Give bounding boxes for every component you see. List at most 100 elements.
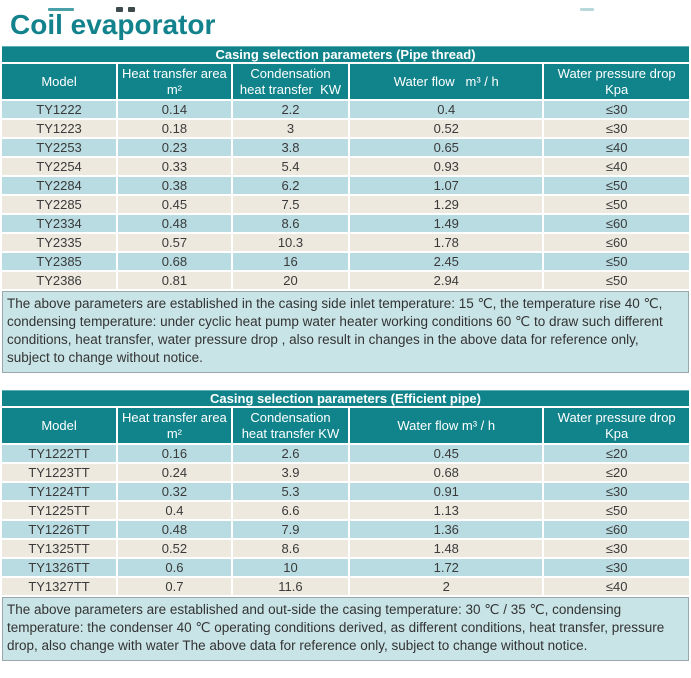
cell: ≤30 — [544, 120, 689, 137]
cell: ≤40 — [544, 578, 689, 595]
table-body-efficient-pipe: TY1222TT 0.16 2.6 0.45 ≤20 TY1223TT 0.24 3.9 0.6… — [2, 445, 689, 595]
table-row: TY1327TT 0.7 11.6 2 ≤40 — [2, 578, 689, 595]
cell: TY2284 — [2, 177, 117, 194]
column-header-water-flow: Water flow m³ / h — [350, 64, 543, 99]
cell: 0.6 — [118, 559, 231, 576]
cell: TY2335 — [2, 234, 117, 251]
cell: 0.23 — [118, 139, 231, 156]
table-caption-efficient-pipe: Casing selection parameters (Efficient p… — [2, 390, 689, 406]
cell: 0.4 — [118, 502, 231, 519]
cell: TY2334 — [2, 215, 117, 232]
cell: 3.8 — [232, 139, 349, 156]
cell: 7.9 — [232, 521, 349, 538]
table-row: TY1223 0.18 3 0.52 ≤30 — [2, 120, 689, 137]
cell: 0.65 — [350, 139, 543, 156]
cell: 1.36 — [350, 521, 543, 538]
note-pipe-thread: The above parameters are established in … — [2, 291, 689, 373]
cell: 0.7 — [118, 578, 231, 595]
cell: TY1222 — [2, 101, 117, 118]
cell: 0.91 — [350, 483, 543, 500]
section-gap — [0, 373, 691, 388]
cell: ≤50 — [544, 253, 689, 270]
column-header-condensation: Condensation heat transfer KW — [232, 64, 349, 99]
cell: 0.16 — [118, 445, 231, 462]
table-row: TY2334 0.48 8.6 1.49 ≤60 — [2, 215, 689, 232]
table-body-pipe-thread: TY1222 0.14 2.2 0.4 ≤30 TY1223 0.18 3 0.52 ≤30 TY2… — [2, 101, 689, 289]
cell: ≤40 — [544, 158, 689, 175]
cell: 1.72 — [350, 559, 543, 576]
cell: ≤60 — [544, 234, 689, 251]
table-row: TY1226TT 0.48 7.9 1.36 ≤60 — [2, 521, 689, 538]
cell: 3 — [232, 120, 349, 137]
cell: 5.3 — [232, 483, 349, 500]
crop-artifact — [116, 7, 123, 12]
cell: 2.6 — [232, 445, 349, 462]
cell: 6.6 — [232, 502, 349, 519]
cell: 2 — [350, 578, 543, 595]
cell: 0.48 — [118, 521, 231, 538]
cell: 0.68 — [118, 253, 231, 270]
cell: ≤30 — [544, 483, 689, 500]
cell: TY1224TT — [2, 483, 117, 500]
cell: ≤50 — [544, 502, 689, 519]
cell: TY1223 — [2, 120, 117, 137]
cell: ≤40 — [544, 139, 689, 156]
cell: TY2386 — [2, 272, 117, 289]
column-header-heat-transfer-area: Heat transfer area m² — [118, 64, 231, 99]
cell: ≤20 — [544, 464, 689, 481]
table-row: TY1222 0.14 2.2 0.4 ≤30 — [2, 101, 689, 118]
cell: 0.57 — [118, 234, 231, 251]
cell: 2.45 — [350, 253, 543, 270]
cell: 5.4 — [232, 158, 349, 175]
cell: ≤50 — [544, 196, 689, 213]
cell: ≤50 — [544, 272, 689, 289]
cell: TY2285 — [2, 196, 117, 213]
cell: 1.29 — [350, 196, 543, 213]
cell: 1.48 — [350, 540, 543, 557]
cell: 1.49 — [350, 215, 543, 232]
table-row: TY2284 0.38 6.2 1.07 ≤50 — [2, 177, 689, 194]
cell: TY2254 — [2, 158, 117, 175]
page-title: Coil evaporator — [10, 9, 216, 40]
column-header-model: Model — [2, 64, 117, 99]
cell: ≤30 — [544, 540, 689, 557]
table-row: TY2254 0.33 5.4 0.93 ≤40 — [2, 158, 689, 175]
cell: 0.32 — [118, 483, 231, 500]
table-casing-efficient-pipe: Casing selection parameters (Efficient p… — [0, 388, 691, 597]
table-row: TY2285 0.45 7.5 1.29 ≤50 — [2, 196, 689, 213]
table-row: TY1225TT 0.4 6.6 1.13 ≤50 — [2, 502, 689, 519]
cell: 0.18 — [118, 120, 231, 137]
cell: 0.45 — [118, 196, 231, 213]
cell: TY1226TT — [2, 521, 117, 538]
cell: 0.14 — [118, 101, 231, 118]
cell: 10.3 — [232, 234, 349, 251]
table-row: TY2335 0.57 10.3 1.78 ≤60 — [2, 234, 689, 251]
table-row: TY1223TT 0.24 3.9 0.68 ≤20 — [2, 464, 689, 481]
cell: 11.6 — [232, 578, 349, 595]
cell: ≤60 — [544, 521, 689, 538]
cell: 2.2 — [232, 101, 349, 118]
column-header-water-flow: Water flow m³ / h — [350, 408, 543, 443]
cell: ≤30 — [544, 559, 689, 576]
cell: 0.38 — [118, 177, 231, 194]
cell: ≤50 — [544, 177, 689, 194]
table-caption-pipe-thread: Casing selection parameters (Pipe thread… — [2, 46, 689, 62]
table-row: TY1222TT 0.16 2.6 0.45 ≤20 — [2, 445, 689, 462]
cell: 0.68 — [350, 464, 543, 481]
column-header-condensation: Condensation heat transfer KW — [232, 408, 349, 443]
cell: 1.07 — [350, 177, 543, 194]
cell: 0.52 — [118, 540, 231, 557]
cell: ≤60 — [544, 215, 689, 232]
column-header-pressure-drop: Water pressure drop Kpa — [544, 408, 689, 443]
header-row: Model Heat transfer area m² Condensation… — [2, 64, 689, 99]
header-row: Model Heat transfer area m² Condensation… — [2, 408, 689, 443]
cell: TY1225TT — [2, 502, 117, 519]
cell: 1.78 — [350, 234, 543, 251]
table-row: TY2386 0.81 20 2.94 ≤50 — [2, 272, 689, 289]
crop-artifact — [580, 8, 594, 11]
cell: 8.6 — [232, 540, 349, 557]
table-row: TY1224TT 0.32 5.3 0.91 ≤30 — [2, 483, 689, 500]
cell: 0.4 — [350, 101, 543, 118]
cell: 3.9 — [232, 464, 349, 481]
cell: 10 — [232, 559, 349, 576]
